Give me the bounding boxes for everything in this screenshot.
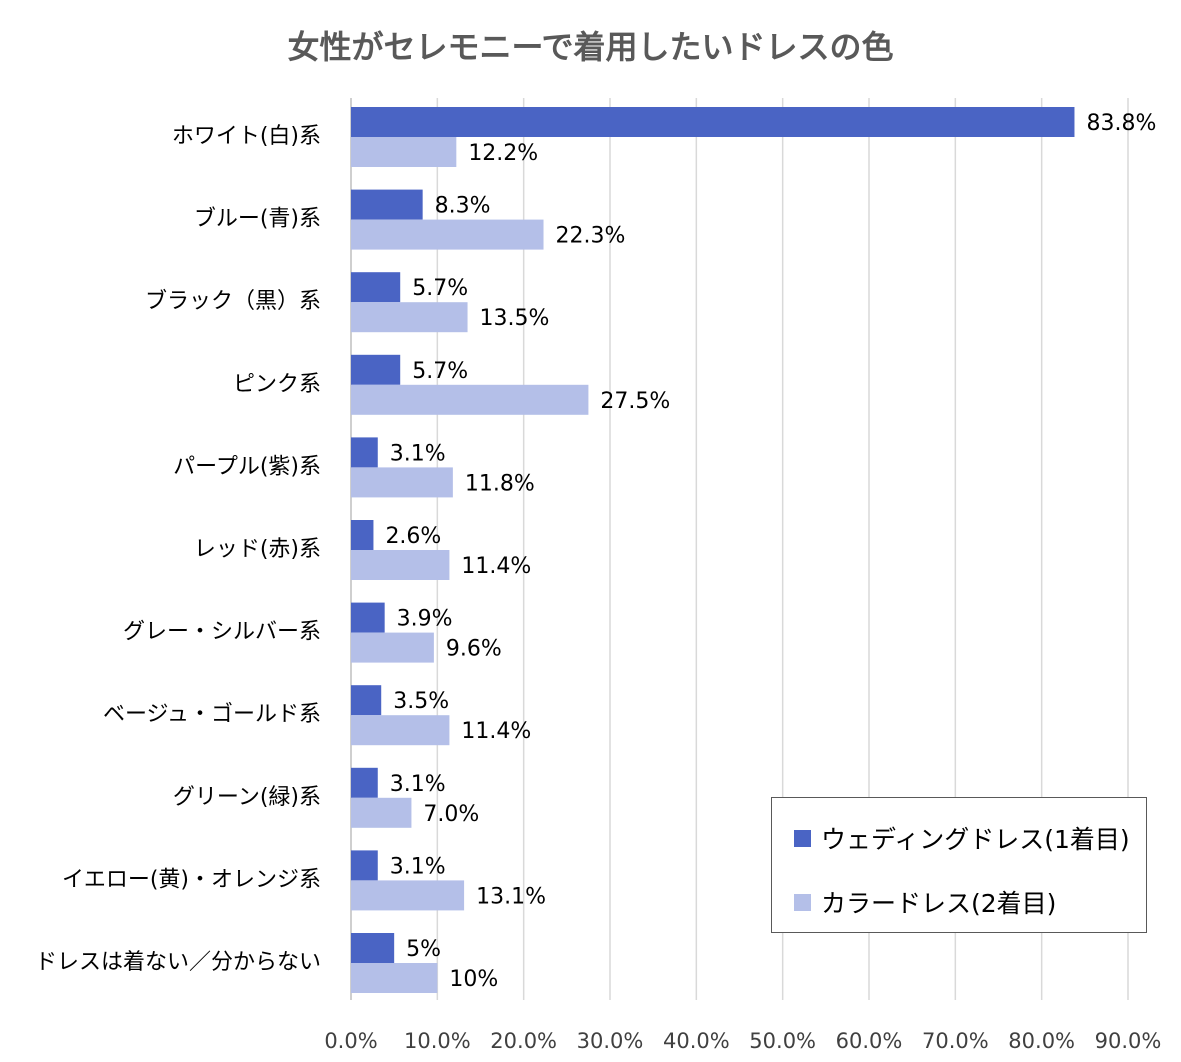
data-label: 5%	[406, 937, 441, 962]
data-label: 3.1%	[390, 441, 446, 466]
legend-label-color-dress: カラードレス(2着目)	[821, 889, 1057, 918]
category-labels: ホワイト(白)系ブルー(青)系ブラック（黒）系ピンク系パープル(紫)系レッド(赤…	[35, 124, 321, 975]
x-tick-label: 10.0%	[404, 1029, 471, 1053]
bar-series-2	[351, 632, 434, 663]
data-label: 3.1%	[390, 772, 446, 797]
x-axis-tick-labels: 0.0% 10.0% 20.0% 30.0% 40.0% 50.0% 60.0% 70.0% 8…	[324, 1029, 1161, 1053]
bar-series-1	[351, 933, 395, 963]
data-label: 13.5%	[480, 306, 550, 331]
category-label: レッド(赤)系	[194, 537, 321, 562]
x-tick-label: 60.0%	[836, 1029, 903, 1053]
legend-item-color-dress: カラードレス(2着目)	[794, 884, 1056, 920]
x-tick-label: 0.0%	[324, 1029, 377, 1053]
bar-series-1	[351, 354, 401, 385]
category-label: パープル(紫)系	[173, 454, 321, 479]
data-label: 27.5%	[600, 389, 670, 414]
legend: ウェディングドレス(1着目) カラードレス(2着目)	[771, 797, 1147, 933]
category-label: グレー・シルバー系	[123, 620, 321, 645]
bar-series-2	[351, 963, 438, 993]
x-tick-label: 90.0%	[1095, 1029, 1162, 1053]
data-label: 13.1%	[476, 884, 546, 909]
data-label: 5.7%	[412, 276, 468, 301]
category-label: ベージュ・ゴールド系	[103, 702, 321, 727]
x-tick-label: 70.0%	[922, 1029, 989, 1053]
bar-series-1	[351, 272, 401, 303]
bar-series-2	[351, 219, 544, 250]
bar-series-1	[351, 520, 374, 550]
bar-series-1	[351, 107, 1075, 137]
data-label: 8.3%	[435, 194, 491, 219]
bar-series-1	[351, 767, 378, 798]
data-label: 12.2%	[468, 141, 538, 166]
bar-series-2	[351, 384, 589, 415]
bar-series-2	[351, 880, 465, 911]
data-label: 7.0%	[423, 802, 479, 827]
category-label: ブラック（黒）系	[145, 289, 321, 314]
bar-series-1	[351, 685, 382, 716]
data-label: 10%	[449, 967, 498, 992]
bar-series-1	[351, 189, 423, 220]
bar-series-2	[351, 137, 457, 167]
category-label: ホワイト(白)系	[172, 124, 321, 149]
bar-series-2	[351, 797, 412, 828]
bar-series-2	[351, 715, 450, 746]
x-tick-label: 80.0%	[1008, 1029, 1075, 1053]
data-label: 9.6%	[446, 637, 502, 662]
data-label: 22.3%	[556, 224, 626, 249]
bar-series-1	[351, 850, 378, 881]
category-label: グリーン(緑)系	[173, 785, 321, 810]
data-label: 11.4%	[461, 719, 531, 744]
bar-series-2	[351, 302, 468, 333]
data-labels: 83.8% 12.2% 8.3% 22.3% 5.7% 13.5% 5.7% 27.5% 3.1…	[385, 111, 1156, 992]
bar-series-1	[351, 602, 385, 633]
legend-swatch-color-dress	[794, 893, 811, 911]
data-label: 3.1%	[390, 854, 446, 879]
category-label: ピンク系	[233, 372, 321, 397]
x-tick-label: 50.0%	[749, 1029, 816, 1053]
x-tick-label: 30.0%	[577, 1029, 644, 1053]
x-tick-label: 40.0%	[663, 1029, 730, 1053]
data-label: 5.7%	[412, 359, 468, 384]
data-label: 2.6%	[385, 524, 441, 549]
legend-swatch-wedding	[794, 829, 811, 847]
data-label: 11.4%	[461, 554, 531, 579]
category-label: ブルー(青)系	[194, 207, 321, 232]
data-label: 83.8%	[1086, 111, 1156, 136]
x-tick-label: 20.0%	[490, 1029, 557, 1053]
legend-item-wedding: ウェディングドレス(1着目)	[794, 820, 1130, 856]
bars	[351, 107, 1075, 993]
data-label: 11.8%	[465, 471, 535, 496]
legend-label-wedding: ウェディングドレス(1着目)	[821, 825, 1130, 854]
bar-series-2	[351, 550, 450, 580]
bar-series-1	[351, 437, 378, 468]
data-label: 3.5%	[393, 689, 449, 714]
bar-series-2	[351, 467, 453, 498]
category-label: ドレスは着ない／分からない	[35, 950, 321, 975]
chart-title: 女性がセレモニーで着用したいドレスの色	[287, 28, 894, 66]
data-label: 3.9%	[397, 607, 453, 632]
category-label: イエロー(黄)・オレンジ系	[62, 867, 321, 892]
